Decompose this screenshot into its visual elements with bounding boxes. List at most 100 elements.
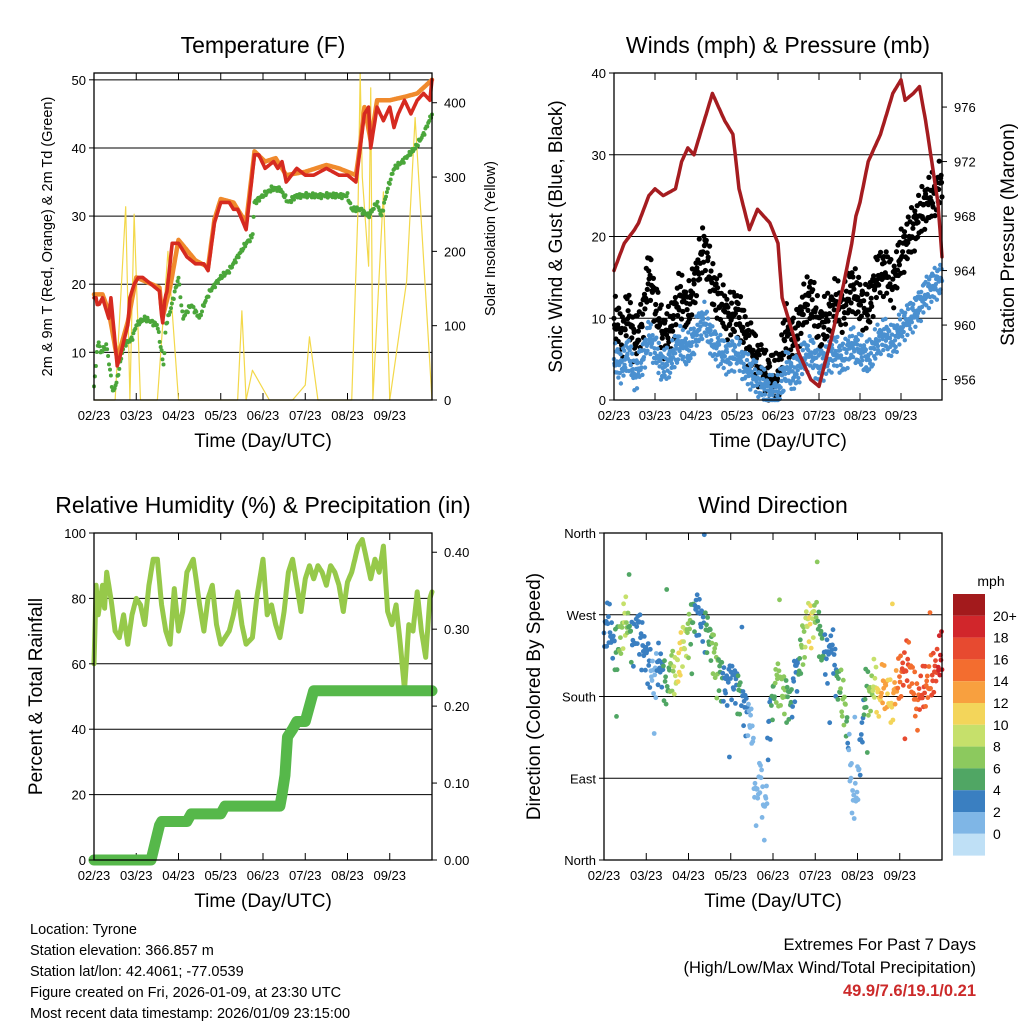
gust-point [932, 213, 938, 219]
direction-point [660, 667, 666, 673]
direction-point [881, 663, 887, 668]
gust-point [778, 356, 784, 362]
direction-point [696, 632, 702, 638]
direction-point [604, 643, 610, 649]
direction-point [634, 624, 640, 629]
direction-point [863, 704, 869, 710]
dewpoint-point [185, 310, 190, 315]
wind-point [694, 343, 699, 348]
gust-point [728, 332, 734, 338]
direction-point [800, 662, 806, 667]
direction-point [619, 625, 625, 630]
wind-point [708, 328, 713, 333]
wind-point [698, 319, 703, 325]
gust-point [782, 338, 788, 344]
direction-point [680, 664, 685, 669]
gust-point [697, 276, 703, 282]
direction-point [721, 665, 727, 670]
direction-point [931, 689, 937, 695]
direction-point [885, 691, 890, 697]
direction-point [664, 587, 670, 592]
x-tick-label: 04/23 [162, 868, 195, 883]
gust-point [677, 283, 684, 290]
direction-point [808, 645, 814, 651]
gust-point [701, 233, 707, 239]
direction-point [816, 654, 822, 660]
direction-point [754, 786, 760, 792]
gust-point [847, 289, 853, 295]
direction-point [610, 633, 616, 639]
y-right-tick-label: 0.40 [444, 545, 469, 560]
gust-point [729, 300, 735, 306]
wind-point [897, 342, 902, 347]
dewpoint-point [233, 260, 238, 265]
direction-point [916, 686, 922, 691]
gust-point [884, 290, 890, 296]
gust-point [700, 249, 706, 255]
wind-point [911, 302, 916, 307]
wind-point [741, 361, 746, 366]
direction-point [670, 648, 676, 654]
direction-point [653, 651, 659, 656]
gust-point [648, 257, 654, 263]
y-right-tick-label: 0.30 [444, 622, 469, 637]
gust-point [700, 225, 706, 231]
direction-point [831, 652, 837, 657]
direction-point [651, 691, 656, 696]
direction-point [801, 629, 807, 634]
direction-point [902, 736, 908, 742]
direction-point [854, 789, 860, 795]
wind-point [896, 335, 901, 340]
direction-point [906, 639, 912, 645]
gust-point [742, 314, 748, 320]
wind-point [852, 349, 857, 354]
direction-point [802, 655, 807, 660]
direction-point [839, 709, 845, 715]
direction-point [852, 714, 858, 720]
wind-point [718, 361, 723, 367]
direction-point [849, 810, 855, 816]
gust-point [692, 300, 698, 306]
gust-point [679, 272, 685, 278]
direction-point [729, 663, 735, 669]
direction-point [692, 629, 697, 635]
gust-point [804, 274, 810, 280]
gust-point [910, 225, 916, 231]
direction-point [925, 695, 931, 700]
legend-swatch [953, 703, 985, 725]
direction-point [852, 780, 858, 786]
direction-point [727, 754, 732, 760]
wind-point [640, 372, 645, 378]
gust-point [653, 308, 659, 314]
gust-point [891, 263, 897, 269]
direction-point [675, 679, 681, 685]
x-tick-label: 05/23 [204, 408, 237, 423]
direction-point [900, 660, 906, 666]
direction-point [789, 687, 794, 692]
direction-point [712, 646, 718, 651]
direction-point [880, 700, 885, 706]
direction-point [879, 690, 884, 696]
direction-point [782, 711, 787, 717]
direction-point [712, 675, 718, 681]
gust-point [684, 307, 690, 313]
dewpoint-point [179, 303, 184, 308]
direction-point [807, 621, 813, 627]
direction-point [764, 801, 770, 807]
y-tick-label: 50 [72, 73, 86, 88]
direction-point [819, 636, 825, 641]
dewpoint-point [375, 199, 380, 204]
legend-swatch [953, 594, 985, 616]
extremes-title: Extremes For Past 7 Days [783, 936, 976, 954]
direction-point [628, 659, 634, 665]
wind-point [746, 373, 751, 379]
wind-point [639, 365, 644, 370]
gust-point [801, 281, 807, 287]
figure-created: Figure created on Fri, 2026-01-09, at 23… [30, 985, 342, 1001]
wind-point [718, 332, 723, 338]
direction-point [930, 650, 936, 656]
x-tick-label: 06/23 [762, 408, 795, 423]
gust-point [855, 294, 861, 301]
direction-point [822, 672, 828, 677]
y-tick-label: North [564, 526, 596, 541]
